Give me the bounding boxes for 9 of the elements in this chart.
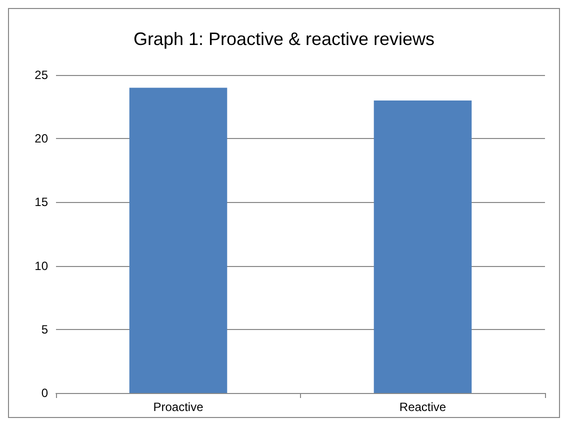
y-tick-label: 20	[34, 132, 48, 146]
y-tick-label: 5	[41, 322, 48, 336]
y-tick-label: 15	[34, 195, 48, 210]
chart-title: Graph 1: Proactive & reactive reviews	[133, 29, 435, 49]
y-tick-label: 0	[41, 386, 48, 400]
y-tick-label: 10	[34, 258, 48, 273]
y-tick-label: 25	[34, 68, 48, 82]
x-tick-label: Reactive	[399, 400, 446, 414]
x-tick-label: Proactive	[153, 400, 204, 414]
